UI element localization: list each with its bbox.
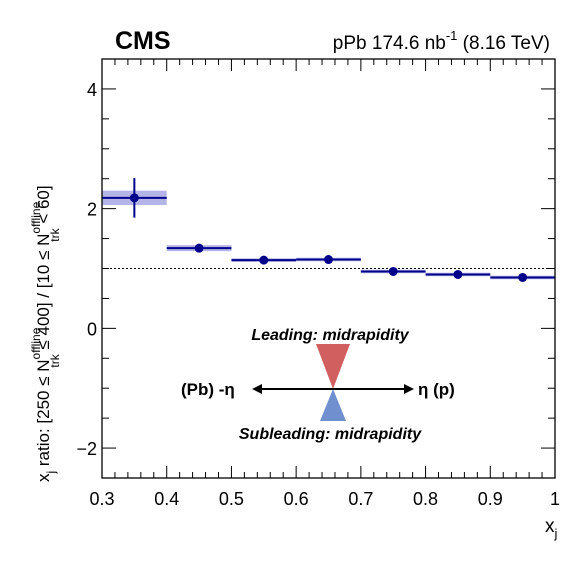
data-point — [518, 272, 528, 282]
x-tick-label: 0.4 — [154, 489, 179, 509]
subleading-label: Subleading: midrapidity — [239, 426, 422, 443]
axis-ticks: 0.3 0.4 0.5 0.6 0.7 0.8 0.9 1 −2 0 2 4 — [76, 58, 560, 509]
rapidity-annotation: Leading: midrapidity Subleading: midrapi… — [181, 327, 455, 443]
data-point — [129, 193, 139, 203]
y-tick-label: 0 — [87, 319, 97, 339]
arrow-left-icon — [252, 384, 262, 394]
data-point — [388, 266, 398, 276]
subleading-triangle — [320, 389, 346, 421]
experiment-label: CMS — [115, 27, 171, 55]
x-tick-label: 1 — [550, 489, 560, 509]
y-tick-label: 4 — [87, 80, 97, 100]
x-tick-label: 0.3 — [89, 489, 114, 509]
x-tick-label: 0.6 — [284, 489, 309, 509]
plot-data-layer — [102, 178, 555, 282]
data-point — [194, 243, 204, 253]
x-tick-label: 0.7 — [348, 489, 373, 509]
left-eta-label: (Pb) -η — [181, 380, 235, 399]
y-tick-label: −2 — [76, 439, 97, 459]
y-axis-label: xj ratio: [250 ≤ Nofflinetrk ≤ 400] / [1… — [29, 185, 62, 482]
dataset-label: pPb 174.6 nb-1 (8.16 TeV) — [333, 28, 550, 54]
x-tick-label: 0.5 — [219, 489, 244, 509]
data-point — [324, 255, 333, 265]
x-axis-label: xj — [545, 516, 558, 541]
right-eta-label: η (p) — [418, 380, 455, 399]
x-tick-label: 0.9 — [478, 489, 503, 509]
data-point — [453, 269, 463, 279]
y-tick-label: 2 — [87, 200, 97, 220]
arrow-right-icon — [404, 384, 414, 394]
leading-label: Leading: midrapidity — [251, 327, 409, 344]
leading-triangle — [316, 344, 350, 389]
data-point — [259, 255, 269, 265]
x-tick-label: 0.8 — [413, 489, 438, 509]
